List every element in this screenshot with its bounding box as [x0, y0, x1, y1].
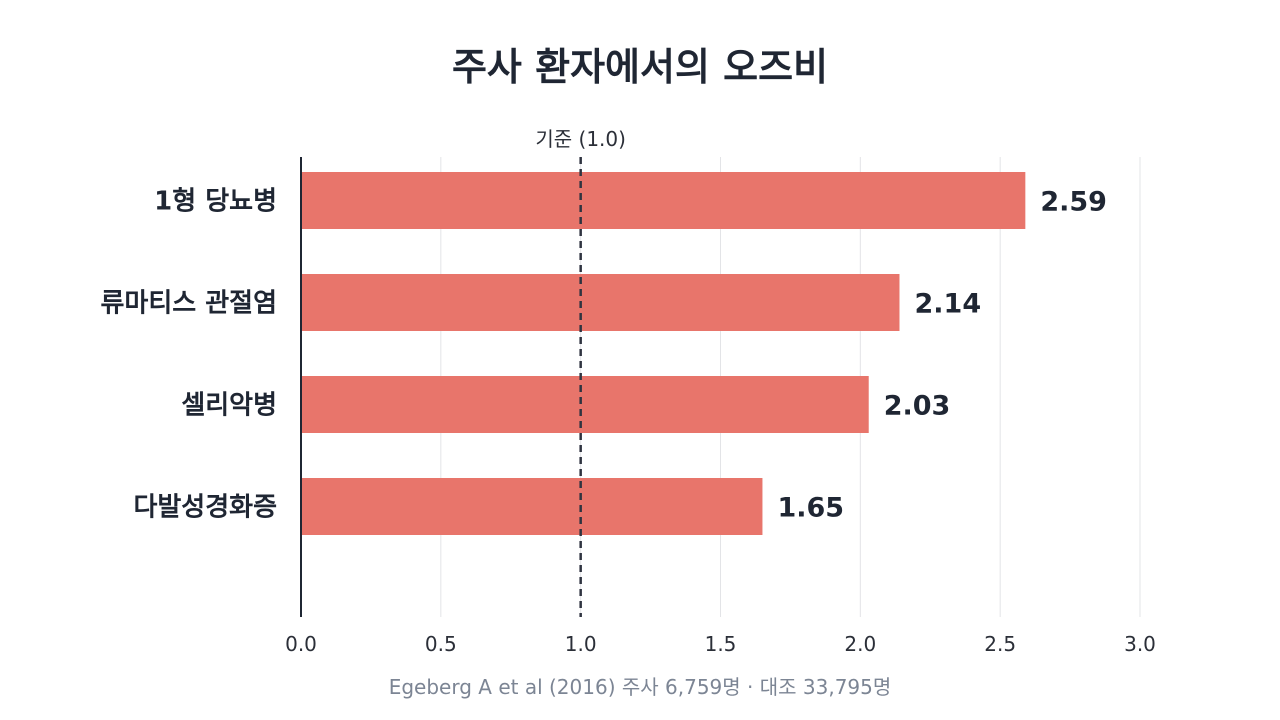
bar: [301, 172, 1026, 229]
category-label: 1형 당뇨병: [154, 187, 277, 217]
source-note: Egeberg A et al (2016) 주사 6,759명 · 대조 33…: [389, 675, 892, 699]
bar: [301, 376, 869, 433]
x-tick-label: 1.5: [705, 632, 737, 656]
value-label: 2.59: [1040, 187, 1107, 218]
bar: [301, 478, 763, 535]
x-tick-label: 2.0: [844, 632, 876, 656]
reference-line-label: 기준 (1.0): [535, 127, 626, 151]
x-tick-label: 1.0: [565, 632, 597, 656]
bar: [301, 274, 900, 331]
chart-title: 주사 환자에서의 오즈비: [452, 45, 828, 89]
value-label: 2.14: [914, 289, 981, 320]
x-tick-label: 0.0: [285, 632, 317, 656]
bars: [301, 172, 1026, 535]
x-tick-label: 2.5: [984, 632, 1016, 656]
category-label: 류마티스 관절염: [101, 289, 278, 319]
value-label: 2.03: [884, 391, 951, 422]
reference-line-group: 기준 (1.0): [535, 127, 626, 617]
category-label: 다발성경화증: [133, 493, 277, 523]
category-label: 셀리악병: [181, 391, 277, 421]
x-tick-labels: 0.0 0.5 1.0 1.5 2.0 2.5 3.0: [285, 632, 1156, 656]
x-tick-label: 0.5: [425, 632, 457, 656]
value-label: 1.65: [777, 493, 844, 524]
value-labels: 2.59 2.14 2.03 1.65: [777, 187, 1107, 524]
x-tick-label: 3.0: [1124, 632, 1156, 656]
